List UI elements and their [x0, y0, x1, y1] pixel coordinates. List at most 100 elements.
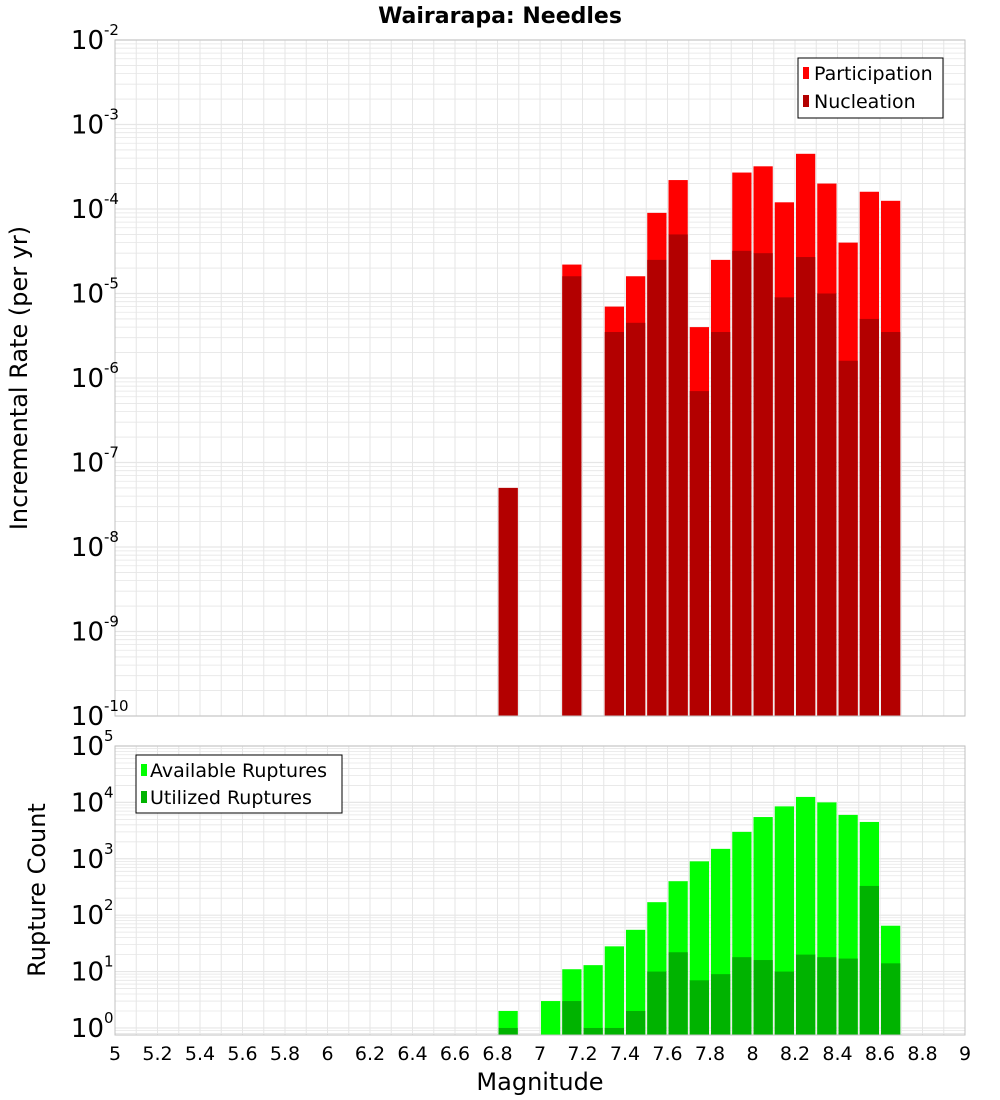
y-tick-exponent: 0 — [104, 1009, 114, 1027]
y-tick-base: 10 — [71, 364, 104, 394]
y-tick-base: 10 — [71, 533, 104, 563]
utilized-ruptures-bar — [562, 1001, 582, 1035]
chart-title: Wairarapa: Needles — [378, 4, 622, 29]
y-tick-exponent: -2 — [104, 21, 119, 39]
utilized-ruptures-bar — [838, 958, 858, 1035]
legend-utilized-swatch — [141, 791, 147, 803]
y-tick-base: 10 — [71, 26, 104, 56]
nucleation-bar — [838, 360, 858, 716]
y-tick-base: 10 — [71, 958, 104, 988]
nucleation-bar — [881, 332, 901, 716]
y-tick-exponent: -3 — [104, 106, 119, 124]
x-tick-label: 7.4 — [610, 1043, 640, 1065]
y-tick-exponent: -8 — [104, 528, 119, 546]
x-tick-label: 9 — [959, 1043, 971, 1065]
nucleation-bar — [859, 318, 879, 716]
legend-available-swatch — [141, 764, 147, 776]
utilized-ruptures-bar — [498, 1027, 518, 1035]
y-tick-base: 10 — [71, 1014, 104, 1044]
utilized-ruptures-bar — [647, 971, 667, 1035]
y-tick-exponent: -4 — [104, 190, 119, 208]
utilized-ruptures-bar — [583, 1027, 603, 1035]
available-ruptures-bar — [541, 1001, 561, 1035]
y-tick-exponent: 2 — [104, 896, 114, 914]
x-tick-label: 5 — [109, 1043, 121, 1065]
nucleation-bar — [562, 276, 582, 716]
y-tick-base: 10 — [71, 788, 104, 818]
y-tick-base: 10 — [71, 618, 104, 648]
x-tick-label: 7 — [534, 1043, 546, 1065]
y-tick-label: 10 0 — [71, 1009, 114, 1044]
legend-available-label: Available Ruptures — [150, 760, 327, 782]
y-tick-exponent: -9 — [104, 613, 119, 631]
y-tick-label: 10 4 — [71, 783, 114, 818]
y-tick-exponent: -5 — [104, 275, 119, 293]
utilized-ruptures-bar — [626, 1010, 646, 1035]
nucleation-bar — [732, 250, 752, 716]
y-tick-label: 10 -10 — [71, 697, 129, 732]
rate-legend: Participation Nucleation — [797, 57, 944, 119]
count-plot-frame — [114, 745, 966, 1036]
y-tick-exponent: 1 — [104, 953, 114, 971]
nucleation-bar — [689, 391, 709, 716]
x-tick-labels: 5 5.2 5.4 5.6 5.8 6 6.2 6.4 6.6 6.8 7 7.2 7.4 7.6 7.8 8… — [109, 1043, 971, 1065]
nucleation-bar — [604, 332, 624, 716]
x-tick-label: 5.8 — [270, 1043, 300, 1065]
y-tick-base: 10 — [71, 845, 104, 875]
available-ruptures-bar — [626, 929, 646, 1035]
x-tick-label: 8.6 — [865, 1043, 895, 1065]
y-tick-exponent: 5 — [104, 727, 114, 745]
rate-y-axis-label: Incremental Rate (per yr) — [5, 226, 33, 530]
y-tick-base: 10 — [71, 702, 104, 732]
legend-nucleation-label: Nucleation — [814, 91, 916, 113]
utilized-ruptures-bar — [668, 952, 688, 1035]
legend-participation-swatch — [803, 67, 809, 79]
y-tick-label: 10 -6 — [71, 359, 119, 394]
y-tick-label: 10 -5 — [71, 275, 119, 310]
utilized-ruptures-bar — [796, 954, 816, 1035]
y-tick-base: 10 — [71, 280, 104, 310]
y-tick-label: 10 -8 — [71, 528, 119, 563]
x-tick-label: 8.2 — [780, 1043, 810, 1065]
x-tick-label: 6.2 — [355, 1043, 385, 1065]
y-tick-base: 10 — [71, 195, 104, 225]
y-tick-label: 10 -3 — [71, 106, 119, 141]
utilized-ruptures-bar — [732, 957, 752, 1035]
x-tick-label: 8.4 — [822, 1043, 852, 1065]
utilized-ruptures-bar — [774, 971, 794, 1035]
y-tick-label: 10 2 — [71, 896, 114, 931]
y-tick-base: 10 — [71, 901, 104, 931]
available-ruptures-bar — [583, 965, 603, 1035]
nucleation-bar — [774, 297, 794, 716]
utilized-ruptures-bar — [881, 963, 901, 1035]
y-tick-base: 10 — [71, 449, 104, 479]
legend-utilized-label: Utilized Ruptures — [150, 787, 312, 809]
nucleation-bar — [668, 234, 688, 717]
nucleation-bar — [711, 332, 731, 716]
nucleation-bar — [753, 253, 773, 716]
utilized-ruptures-bar — [817, 957, 837, 1035]
count-y-axis-label: Rupture Count — [23, 803, 51, 977]
count-bars — [498, 796, 901, 1035]
y-tick-base: 10 — [71, 732, 104, 762]
x-tick-label: 5.4 — [185, 1043, 215, 1065]
x-tick-label: 6 — [321, 1043, 333, 1065]
nucleation-bar — [626, 322, 646, 716]
rate-bars — [498, 153, 901, 717]
y-tick-exponent: 3 — [104, 840, 114, 858]
x-tick-label: 6.4 — [397, 1043, 427, 1065]
x-tick-label: 8 — [746, 1043, 758, 1065]
x-tick-label: 6.6 — [440, 1043, 470, 1065]
rate-legend-box — [797, 57, 944, 119]
y-tick-label: 10 -7 — [71, 444, 119, 479]
count-legend: Available Ruptures Utilized Ruptures — [135, 754, 343, 814]
x-tick-label: 7.6 — [652, 1043, 682, 1065]
nucleation-bar — [817, 293, 837, 716]
nucleation-bar — [796, 257, 816, 716]
utilized-ruptures-bar — [711, 974, 731, 1035]
utilized-ruptures-bar — [604, 1027, 624, 1035]
